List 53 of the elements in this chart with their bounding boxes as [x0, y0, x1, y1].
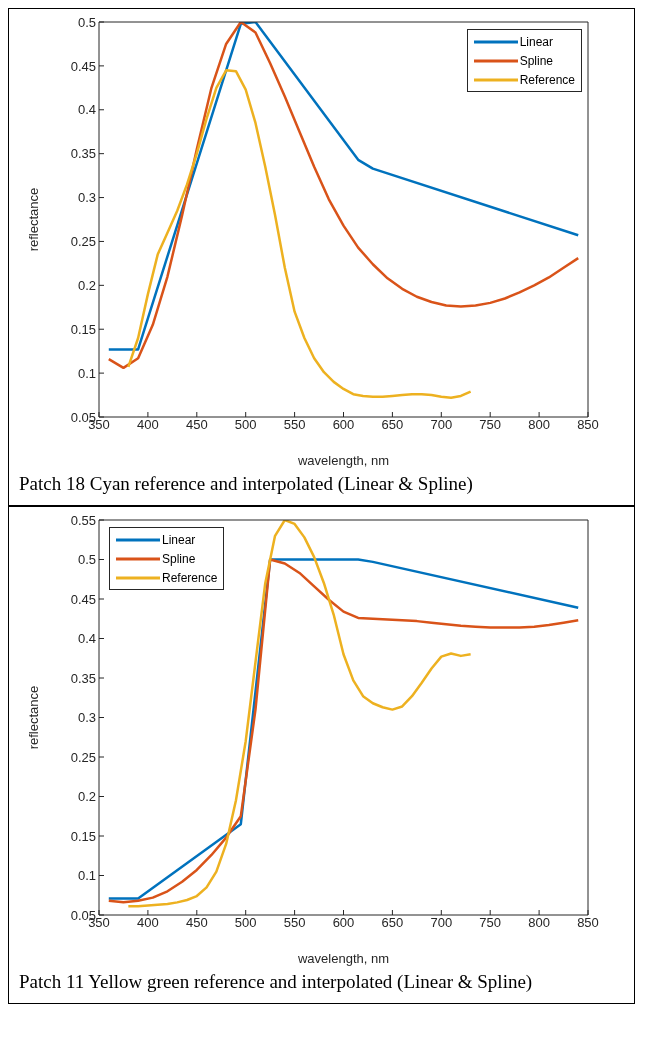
y-tick-label: 0.15 — [70, 828, 96, 844]
x-tick-label: 800 — [528, 915, 550, 931]
x-tick-label: 500 — [234, 417, 257, 433]
legend-label: Reference — [162, 570, 218, 585]
y-tick-label: 0.35 — [70, 146, 96, 162]
x-tick-label: 450 — [185, 417, 208, 433]
y-tick-label: 0.1 — [77, 868, 96, 884]
x-tick-label: 750 — [479, 417, 502, 433]
x-tick-label: 700 — [430, 915, 453, 931]
x-tick-label: 600 — [332, 417, 355, 433]
y-tick-label: 0.3 — [77, 190, 96, 206]
line-series — [127, 520, 472, 908]
text: Patch 11 Yellow green reference and interpolated (Linear & Spline) — [18, 970, 534, 994]
legend-label: Spline — [162, 551, 196, 566]
x-axis-title: wavelength, nm — [296, 453, 390, 468]
text: Patch 18 Cyan reference and interpolated (Linear & Spline) — [18, 472, 474, 496]
x-tick-label: 450 — [185, 915, 208, 931]
y-tick-label: 0.25 — [70, 234, 96, 250]
x-tick-label: 650 — [381, 915, 404, 931]
legend-label: Linear — [519, 34, 553, 49]
x-tick-label: 650 — [381, 417, 404, 433]
x-tick-label: 800 — [528, 417, 550, 433]
y-tick-label: 0.2 — [77, 789, 96, 805]
x-tick-label: 850 — [577, 417, 599, 433]
x-tick-label: 400 — [137, 417, 159, 433]
y-axis-title: reflectance — [25, 187, 41, 252]
x-tick-label: 550 — [283, 417, 306, 433]
x-axis-title: wavelength, nm — [296, 951, 390, 966]
legend-label: Reference — [519, 72, 575, 87]
y-tick-label: 0.45 — [70, 58, 96, 74]
x-tick-label: 700 — [430, 417, 453, 433]
y-tick-label: 0.45 — [70, 591, 96, 607]
x-tick-label: 400 — [137, 915, 159, 931]
y-tick-label: 0.55 — [70, 512, 96, 528]
y-tick-label: 0.35 — [70, 670, 96, 686]
y-tick-label: 0.4 — [77, 102, 96, 118]
y-tick-label: 0.5 — [77, 14, 96, 30]
x-tick-label: 500 — [234, 915, 257, 931]
x-tick-label: 850 — [577, 915, 599, 931]
y-tick-label: 0.15 — [70, 321, 96, 337]
x-tick-label: 550 — [283, 915, 306, 931]
legend-label: Linear — [162, 532, 196, 547]
y-tick-label: 0.25 — [70, 749, 96, 765]
y-axis-title: reflectance — [25, 685, 41, 750]
y-tick-label: 0.2 — [77, 277, 96, 293]
y-tick-label: 0.1 — [77, 365, 96, 381]
legend-label: Spline — [519, 53, 553, 68]
x-tick-label: 750 — [479, 915, 502, 931]
y-tick-label: 0.5 — [77, 552, 96, 568]
y-tick-label: 0.3 — [77, 710, 96, 726]
line-series — [127, 69, 472, 399]
x-tick-label: 600 — [332, 915, 355, 931]
y-tick-label: 0.4 — [77, 631, 96, 647]
